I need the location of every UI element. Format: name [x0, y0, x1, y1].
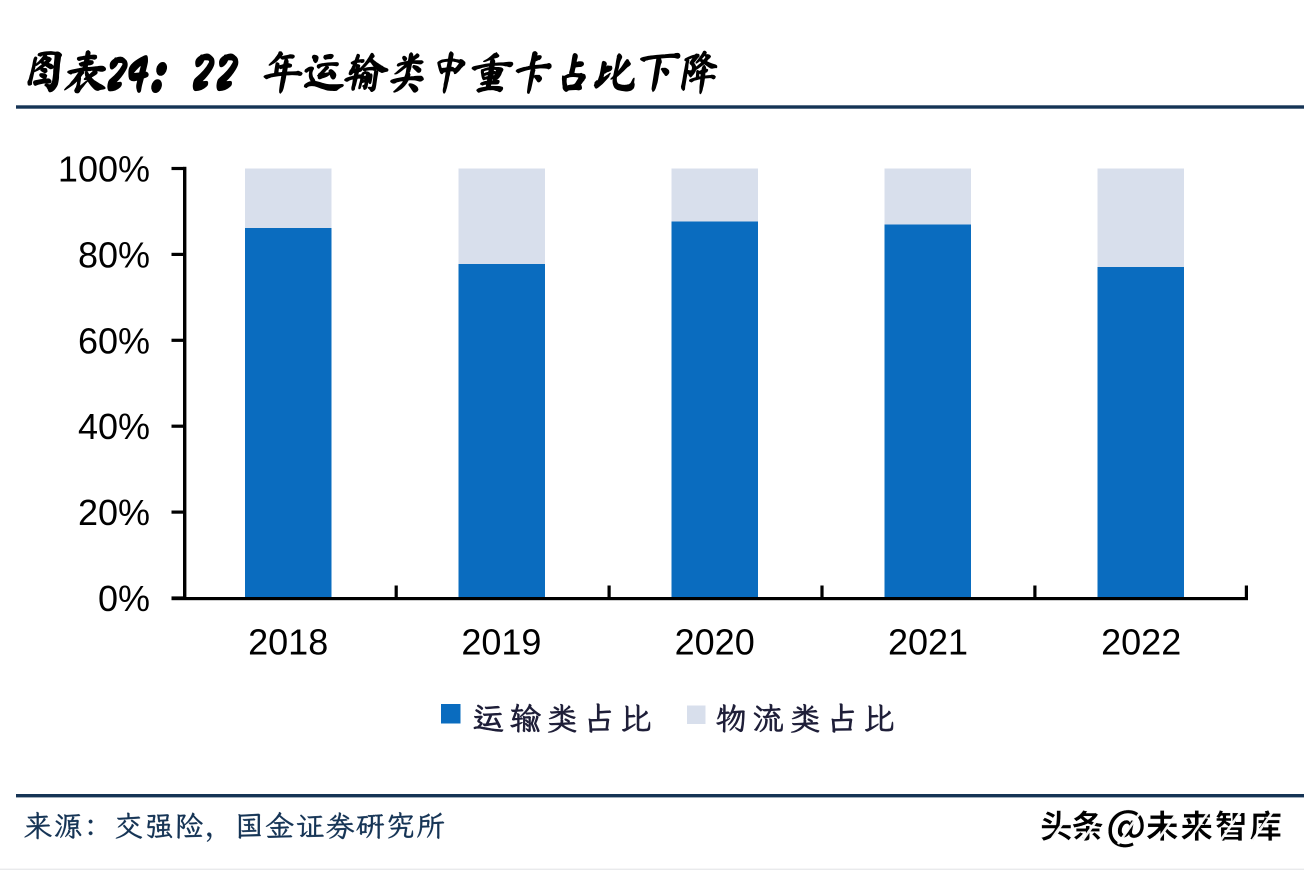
svg-text:0%: 0%	[98, 578, 150, 619]
svg-text:100%: 100%	[58, 149, 150, 190]
svg-text:80%: 80%	[78, 234, 150, 275]
svg-text:2020: 2020	[675, 622, 755, 663]
svg-text:60%: 60%	[78, 320, 150, 361]
svg-text:2022: 2022	[1101, 622, 1181, 663]
svg-text:20%: 20%	[78, 492, 150, 533]
svg-text:2021: 2021	[888, 622, 968, 663]
svg-text:2019: 2019	[461, 622, 541, 663]
svg-text:40%: 40%	[78, 406, 150, 447]
svg-text:2018: 2018	[248, 622, 328, 663]
